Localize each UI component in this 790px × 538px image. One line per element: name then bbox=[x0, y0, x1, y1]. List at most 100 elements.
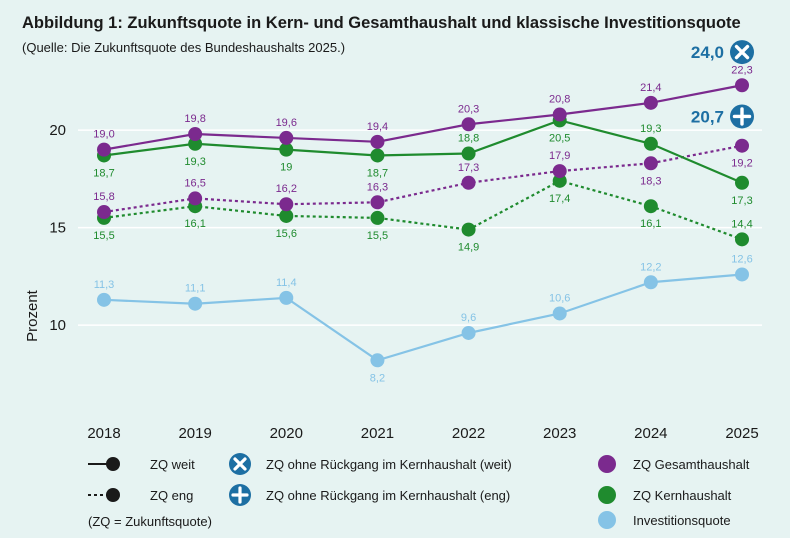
point-4-2023 bbox=[552, 306, 567, 321]
series-1: 18,7 19,3 19 18,7 18,8 20,5 19,3 17,3 bbox=[93, 113, 753, 207]
point-3-2022 bbox=[461, 222, 476, 237]
data-label-1-2018: 18,7 bbox=[93, 167, 114, 179]
plus-circle-icon bbox=[730, 104, 754, 129]
point-1-2021 bbox=[370, 148, 385, 163]
point-3-2020 bbox=[279, 208, 294, 223]
chart-title: Abbildung 1: Zukunftsquote in Kern- und … bbox=[22, 14, 741, 32]
point-2-2025 bbox=[735, 138, 749, 153]
point-2-2020 bbox=[279, 197, 294, 212]
point-0-2021 bbox=[370, 134, 385, 149]
y-tick-15: 15 bbox=[49, 220, 66, 237]
cross-circle-icon bbox=[229, 453, 251, 475]
cross-circle-icon bbox=[730, 40, 754, 65]
legend-gesamt: ZQ Gesamthaushalt bbox=[633, 457, 750, 472]
data-label-3-2025: 14,4 bbox=[731, 218, 752, 230]
data-label-2-2025: 19,2 bbox=[731, 158, 752, 170]
x-tick-2020: 2020 bbox=[270, 425, 303, 442]
data-label-0-2021: 19,4 bbox=[367, 121, 388, 133]
data-label-1-2020: 19 bbox=[280, 162, 292, 174]
point-2-2024 bbox=[643, 156, 658, 171]
legend: ZQ weit ZQ eng (ZQ = Zukunftsquote) ZQ o… bbox=[88, 453, 750, 529]
point-1-2020 bbox=[279, 142, 294, 157]
point-0-2024 bbox=[643, 95, 658, 110]
legend-zq-weit: ZQ weit bbox=[150, 457, 195, 472]
data-label-0-2019: 19,8 bbox=[184, 113, 205, 125]
data-label-4-2023: 10,6 bbox=[549, 292, 570, 304]
data-label-0-2018: 19,0 bbox=[93, 129, 114, 141]
point-0-2025 bbox=[735, 78, 749, 93]
legend-gesamt-marker bbox=[598, 455, 616, 473]
chart-subtitle: (Quelle: Die Zukunftsquote des Bundeshau… bbox=[22, 40, 346, 55]
data-label-3-2019: 16,1 bbox=[184, 218, 205, 230]
data-label-1-2023: 20,5 bbox=[549, 132, 570, 144]
data-label-3-2023: 17,4 bbox=[549, 193, 570, 205]
data-label-4-2022: 9,6 bbox=[461, 312, 476, 324]
data-label-2-2019: 16,5 bbox=[184, 177, 205, 189]
point-3-2025 bbox=[735, 232, 749, 247]
data-label-4-2021: 8,2 bbox=[370, 372, 385, 384]
point-3-2021 bbox=[370, 210, 385, 225]
data-label-1-2024: 19,3 bbox=[640, 123, 661, 135]
data-label-2-2022: 17,3 bbox=[458, 162, 479, 174]
data-label-4-2025: 12,6 bbox=[731, 253, 752, 265]
data-label-4-2019: 11,1 bbox=[185, 283, 206, 295]
y-axis-label: Prozent bbox=[24, 289, 41, 342]
series-0: 19,0 19,8 19,6 19,4 20,3 20,8 21,4 22,3 bbox=[93, 64, 753, 157]
point-0-2020 bbox=[279, 130, 294, 145]
point-2-2019 bbox=[188, 191, 203, 206]
data-label-3-2024: 16,1 bbox=[640, 218, 661, 230]
legend-kern-marker bbox=[598, 486, 616, 504]
point-2-2022 bbox=[461, 175, 476, 190]
point-0-2018 bbox=[97, 142, 111, 157]
legend-invest-marker bbox=[598, 511, 616, 529]
data-label-3-2020: 15,6 bbox=[276, 228, 297, 240]
point-2-2023 bbox=[552, 164, 567, 179]
point-2-2018 bbox=[97, 205, 111, 220]
series-3: 15,5 16,1 15,6 15,5 14,9 17,4 16,1 14,4 bbox=[93, 173, 753, 254]
data-label-3-2022: 14,9 bbox=[458, 242, 479, 254]
point-1-2022 bbox=[461, 146, 476, 161]
data-label-1-2025: 17,3 bbox=[731, 195, 752, 207]
series-layer: 11,3 11,1 11,48,29,610,612,212,615,516,115… bbox=[93, 64, 752, 384]
data-label-4-2018: 11,3 bbox=[94, 279, 115, 291]
x-axis-ticks: 2018 2019 2020 2021 2022 2023 2024 2025 bbox=[87, 425, 758, 442]
point-0-2023 bbox=[552, 107, 567, 122]
data-label-4-2020: 11,4 bbox=[276, 277, 297, 289]
data-label-0-2020: 19,6 bbox=[276, 117, 297, 129]
legend-dotted-marker bbox=[106, 488, 120, 502]
point-4-2020 bbox=[279, 290, 294, 305]
x-tick-2025: 2025 bbox=[725, 425, 758, 442]
data-label-2-2024: 18,3 bbox=[640, 175, 661, 187]
x-tick-2019: 2019 bbox=[178, 425, 211, 442]
y-tick-10: 10 bbox=[49, 317, 66, 334]
x-tick-2024: 2024 bbox=[634, 425, 667, 442]
point-0-2022 bbox=[461, 117, 476, 132]
annotation-value-1: 20,7 bbox=[691, 107, 724, 126]
data-label-2-2021: 16,3 bbox=[367, 181, 388, 193]
point-1-2025 bbox=[735, 175, 749, 190]
legend-zq-definition: (ZQ = Zukunftsquote) bbox=[88, 514, 212, 529]
point-4-2018 bbox=[97, 292, 111, 307]
x-tick-2021: 2021 bbox=[361, 425, 394, 442]
data-label-2-2023: 17,9 bbox=[549, 150, 570, 162]
legend-zq-eng: ZQ eng bbox=[150, 488, 193, 503]
data-label-3-2021: 15,5 bbox=[367, 230, 388, 242]
data-label-1-2019: 19,3 bbox=[184, 156, 205, 168]
x-tick-2023: 2023 bbox=[543, 425, 576, 442]
series-line-0 bbox=[103, 84, 743, 151]
x-tick-2022: 2022 bbox=[452, 425, 485, 442]
series-line-2 bbox=[103, 144, 743, 214]
legend-invest: Investitionsquote bbox=[633, 513, 731, 528]
series-4: 11,3 11,1 11,4 8,2 9,6 10,6 12,2 12,6 bbox=[94, 253, 753, 384]
series-line-4 bbox=[103, 273, 743, 362]
data-label-2-2018: 15,8 bbox=[93, 191, 114, 203]
data-label-0-2025: 22,3 bbox=[731, 64, 752, 76]
legend-ohne-weit: ZQ ohne Rückgang im Kernhaushalt (weit) bbox=[266, 457, 512, 472]
data-label-3-2018: 15,5 bbox=[93, 230, 114, 242]
y-axis-ticks: 10 15 20 bbox=[49, 122, 66, 334]
point-2-2021 bbox=[370, 195, 385, 210]
data-label-1-2022: 18,8 bbox=[458, 133, 479, 145]
plus-circle-icon bbox=[229, 484, 251, 506]
point-3-2023 bbox=[552, 173, 567, 188]
